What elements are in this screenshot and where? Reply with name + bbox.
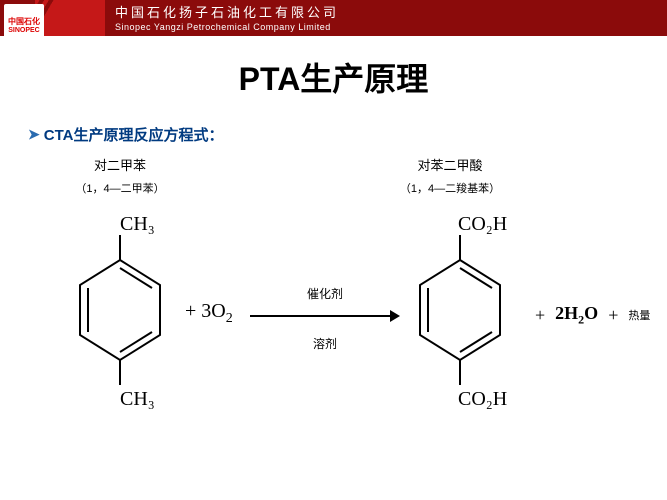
header-pattern [35,0,105,36]
product-molecule: CO₂H CO₂H [400,210,530,445]
reactant-top-group: CH₃ [120,213,155,235]
reactant-label: 对二甲苯 （1，4—二甲苯） [50,155,190,196]
reactant-molecule: CH₃ CH₃ [60,210,180,445]
product-label: 对苯二甲酸 （1，4—二羧基苯） [380,155,520,196]
oxidant-term: + 3O2 [185,300,233,327]
arrow-bottom-label: 溶剂 [250,335,400,352]
company-name-block: 中国石化扬子石油化工有限公司 Sinopec Yangzi Petrochemi… [115,2,339,32]
reactant-svg: CH₃ CH₃ [60,210,180,440]
reaction-arrow-icon [250,306,400,326]
reactant-alt: （1，4—二甲苯） [50,180,190,196]
reactant-name: 对二甲苯 [50,155,190,174]
product-top-group: CO₂H [458,213,507,235]
page-title: PTA生产原理 [0,54,667,100]
oxidant-sub: 2 [226,311,233,326]
logo-en: SINOPEC [8,27,40,34]
reaction-diagram: 对二甲苯 （1，4—二甲苯） 对苯二甲酸 （1，4—二羧基苯） CH₃ CH₃ … [0,155,667,495]
plus-2: + [608,305,618,326]
arrow-top-label: 催化剂 [250,285,400,302]
company-name-cn: 中国石化扬子石油化工有限公司 [115,2,339,21]
logo-cn: 中国石化 [8,16,40,27]
company-name-en: Sinopec Yangzi Petrochemical Company Lim… [115,22,339,32]
chevron-icon: ➤ [28,126,40,143]
equation-tail: + 2H2O + 热量 [535,303,650,328]
product-svg: CO₂H CO₂H [400,210,530,440]
product-name: 对苯二甲酸 [380,155,520,174]
product-bottom-group: CO₂H [458,388,507,410]
subtitle-row: ➤ CTA生产原理反应方程式： [28,124,667,145]
sinopec-logo: 中国石化 SINOPEC [4,4,44,46]
heat-term: 热量 [628,307,650,323]
oxidant-text: + 3O [185,300,226,322]
subtitle-text: CTA生产原理反应方程式： [44,124,224,145]
water-term: 2H2O [555,303,598,328]
product-alt: （1，4—二羧基苯） [380,180,520,196]
slide-header: 中国石化 SINOPEC 中国石化扬子石油化工有限公司 Sinopec Yang… [0,0,667,36]
reactant-bottom-group: CH₃ [120,388,155,410]
plus-1: + [535,305,545,326]
reaction-arrow-block: 催化剂 溶剂 [250,285,400,352]
